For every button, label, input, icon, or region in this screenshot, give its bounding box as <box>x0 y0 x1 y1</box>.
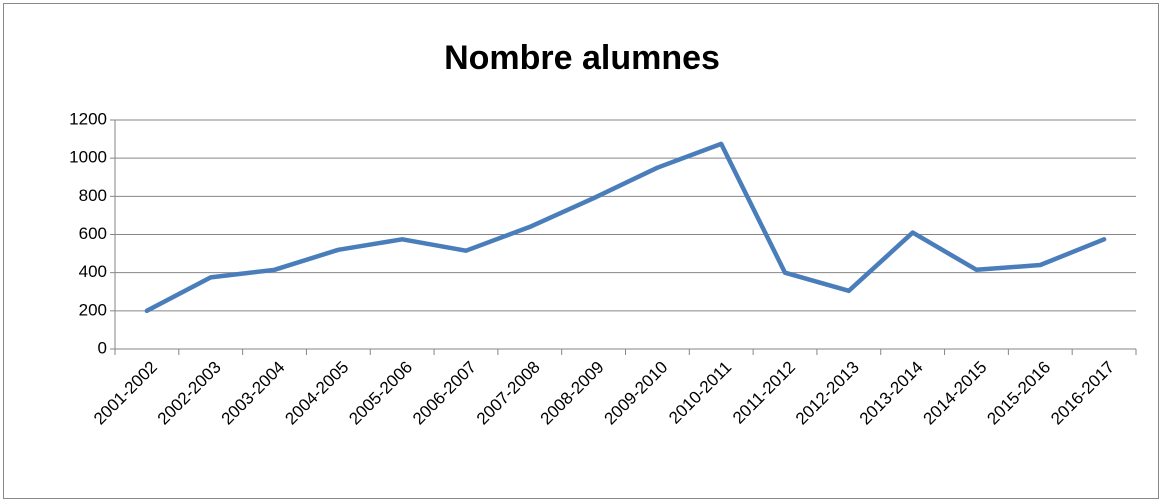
y-tick-label: 1000 <box>69 148 107 167</box>
chart-border <box>3 3 1159 499</box>
y-tick-label: 400 <box>79 262 107 281</box>
y-tick-label: 600 <box>79 224 107 243</box>
y-tick-label: 0 <box>98 338 107 357</box>
y-tick-label: 800 <box>79 186 107 205</box>
y-tick-label: 200 <box>79 300 107 319</box>
line-series <box>144 141 1107 314</box>
chart-title: Nombre alumnes <box>444 39 720 77</box>
y-tick-label: 1200 <box>69 109 107 128</box>
